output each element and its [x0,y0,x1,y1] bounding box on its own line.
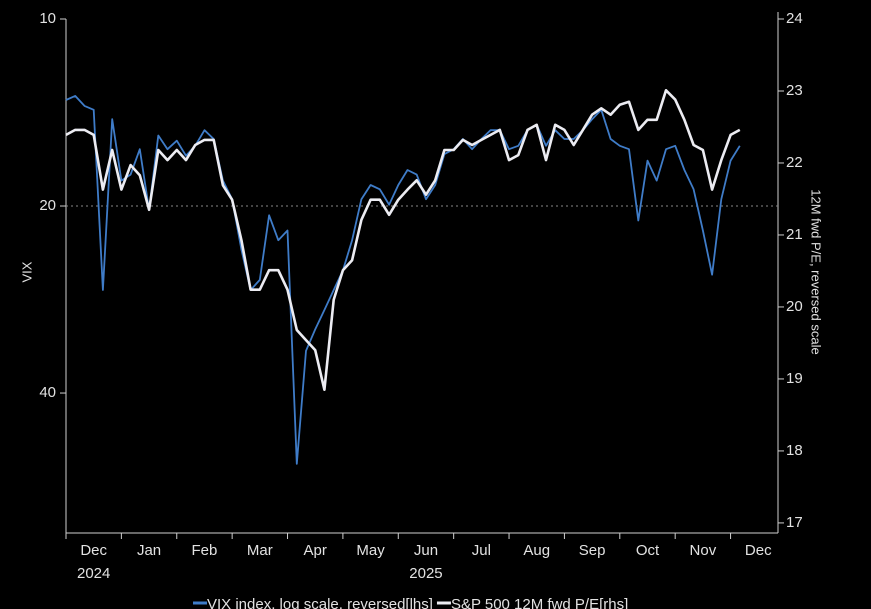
x-tick-label: Oct [636,542,660,559]
x-tick-label: Feb [192,542,218,559]
x-tick-label: Dec [80,542,107,559]
y2-tick-label: 20 [786,298,803,315]
x-tick-label: Jun [414,542,438,559]
series-line [65,95,741,465]
x-tick-label: Jan [137,542,161,559]
y-tick-label: 20 [39,197,56,214]
series-line [65,89,741,391]
legend-label: VIX index, log scale, reversed[lhs] [207,596,433,609]
x-tick-label: Aug [523,542,550,559]
x-tick-label: Jul [472,542,491,559]
x-tick-label: May [356,542,385,559]
y-axis-label: VIX [19,261,34,282]
legend-label: S&P 500 12M fwd P/E[rhs] [451,596,628,609]
x-tick-label: Mar [247,542,273,559]
y2-tick-label: 19 [786,370,803,387]
y2-tick-label: 18 [786,442,803,459]
y2-tick-label: 24 [786,10,803,27]
y2-tick-label: 22 [786,154,803,171]
y-tick-label: 40 [39,384,56,401]
y2-tick-label: 17 [786,514,803,531]
x-tick-label: Dec [745,542,772,559]
x-year-label: 2025 [409,565,442,582]
x-tick-label: Apr [304,542,327,559]
y2-tick-label: 23 [786,82,803,99]
x-tick-label: Nov [690,542,717,559]
y2-tick-label: 21 [786,226,803,243]
y2-axis-label: 12M fwd P/E, reversed scale [809,189,824,354]
x-tick-label: Sep [579,542,606,559]
x-year-label: 2024 [77,565,110,582]
y-tick-label: 10 [39,10,56,27]
